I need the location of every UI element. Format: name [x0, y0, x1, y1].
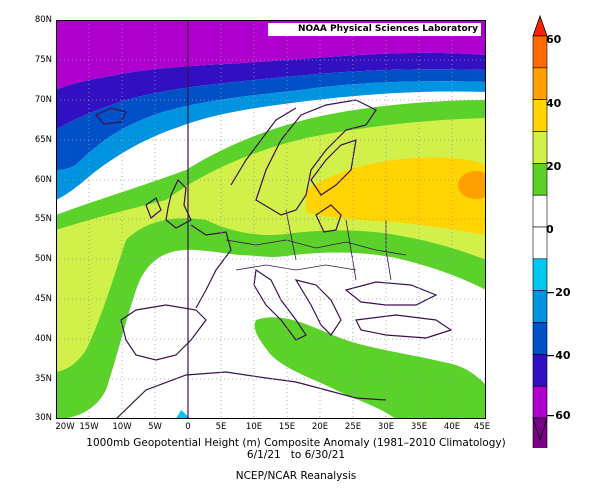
lat-label: 40N [34, 334, 52, 344]
colorbar-cell [532, 385, 548, 419]
lat-label: 70N [34, 95, 52, 105]
band-pos30 [458, 171, 486, 199]
country-borders [225, 209, 407, 281]
lat-label: 55N [34, 214, 52, 224]
lon-label: 0 [185, 422, 191, 432]
colorbar-label: −20 [546, 286, 571, 299]
colorbar-cell [532, 194, 548, 228]
lat-label: 75N [34, 55, 52, 65]
lon-label: 5W [148, 422, 162, 432]
colorbar-label: 0 [546, 223, 554, 236]
colorbar-cell [532, 99, 548, 132]
caption-source: NCEP/NCAR Reanalysis [235, 470, 357, 482]
colorbar-bottom-arrow [532, 417, 548, 442]
band-neg-small [176, 410, 191, 419]
lon-label: 20E [311, 422, 329, 432]
lon-label: 40E [443, 422, 461, 432]
lon-label: 15W [79, 422, 99, 432]
lon-label: 10E [245, 422, 263, 432]
anomaly-map [56, 20, 486, 419]
lon-label: 30E [377, 422, 395, 432]
lat-label: 35N [34, 374, 52, 384]
lat-label: 60N [34, 175, 52, 185]
colorbar-cell [532, 258, 548, 291]
lon-label: 20W [55, 422, 75, 432]
band-neg20 [56, 69, 486, 170]
band-med [254, 317, 486, 419]
lat-label: 65N [34, 135, 52, 145]
colorbar-top-arrow [532, 14, 548, 37]
colorbar-cell [532, 35, 548, 69]
lat-label: 80N [34, 15, 52, 25]
caption-dates: 6/1/21 to 6/30/21 [246, 449, 346, 461]
colorbar-label: −60 [546, 409, 571, 422]
colorbar-cell [532, 322, 548, 355]
credit-label: NOAA Physical Sciences Laboratory [268, 23, 481, 36]
colorbar-label: 60 [546, 33, 562, 46]
lat-label: 30N [34, 413, 52, 423]
band-neg40 [56, 20, 486, 90]
colorbar-cell [532, 131, 548, 164]
colorbar [532, 14, 548, 448]
band-neg30 [56, 52, 486, 130]
map-border [56, 20, 486, 419]
lon-label: 35E [410, 422, 428, 432]
colorbar-cell [532, 226, 548, 260]
coastlines [95, 99, 453, 419]
lon-label: 25E [344, 422, 362, 432]
colorbar-cell [532, 67, 548, 100]
colorbar-label: 40 [546, 97, 562, 110]
band-pos25 [306, 157, 486, 235]
caption-title: 1000mb Geopotential Height (m) Composite… [86, 437, 506, 449]
colorbar-cell [532, 163, 548, 196]
colorbar-label: 20 [546, 160, 562, 173]
colorbar-label: −40 [546, 349, 571, 362]
lat-lon-grid [56, 20, 486, 419]
lon-label: 45E [473, 422, 491, 432]
lat-label: 50N [34, 254, 52, 264]
colorbar-cell [532, 290, 548, 323]
colorbar-cell [532, 354, 548, 387]
lon-label: 15E [278, 422, 296, 432]
lat-label: 45N [34, 294, 52, 304]
band-neg10 [56, 81, 486, 200]
lon-label: 5E [215, 422, 227, 432]
lon-label: 10W [112, 422, 132, 432]
map-panel [56, 20, 486, 419]
